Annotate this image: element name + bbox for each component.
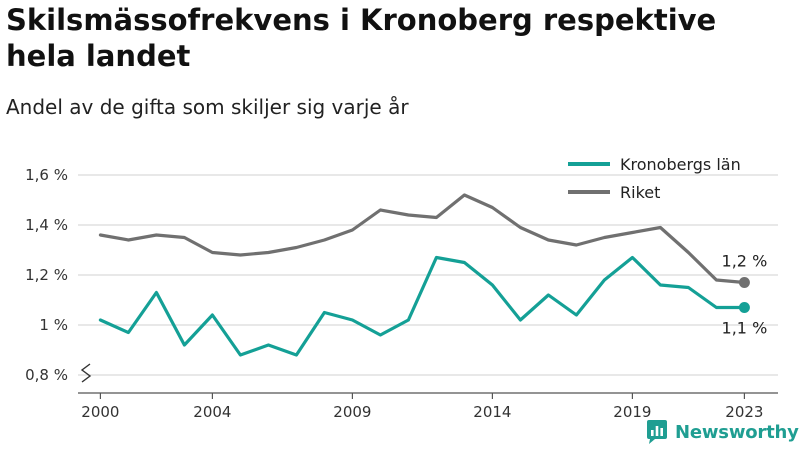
legend-label: Kronobergs län	[620, 155, 741, 174]
newsworthy-logo-icon	[647, 420, 667, 444]
y-tick-label: 1,2 %	[25, 266, 68, 284]
x-axis: 2000 2004 2009 2014 2019 2023	[78, 392, 778, 421]
gridlines: 0,8 % 1 % 1,2 % 1,4 % 1,6 %	[25, 166, 778, 384]
brand-name: Newsworthy	[675, 421, 799, 443]
x-tick-label: 2009	[333, 403, 371, 421]
y-tick-label: 1 %	[39, 316, 68, 334]
x-tick-label: 2000	[81, 403, 119, 421]
series-lines: 1,2 % 1,1 %	[98, 193, 768, 357]
x-tick-label: 2019	[613, 403, 651, 421]
x-tick-label: 2004	[193, 403, 231, 421]
end-point	[738, 302, 750, 313]
legend-label: Riket	[620, 183, 660, 202]
y-tick-label: 1,6 %	[25, 166, 68, 184]
chart-subtitle: Andel av de gifta som skiljer sig varje …	[6, 95, 409, 119]
end-point	[738, 277, 750, 288]
chart-title: Skilsmässofrekvens i Kronoberg respektiv…	[6, 3, 717, 73]
y-tick-label: 1,4 %	[25, 216, 68, 234]
x-tick-label: 2014	[473, 403, 511, 421]
series-line	[98, 255, 747, 357]
axis-break-icon	[80, 363, 92, 383]
end-value-label: 1,2 %	[722, 252, 768, 271]
series-line	[98, 193, 747, 285]
x-tick-label: 2023	[725, 403, 763, 421]
legend: Kronobergs län Riket	[568, 155, 741, 202]
y-tick-label: 0,8 %	[25, 366, 68, 384]
brand-logo: Newsworthy	[645, 419, 799, 445]
end-value-label: 1,1 %	[722, 319, 768, 338]
